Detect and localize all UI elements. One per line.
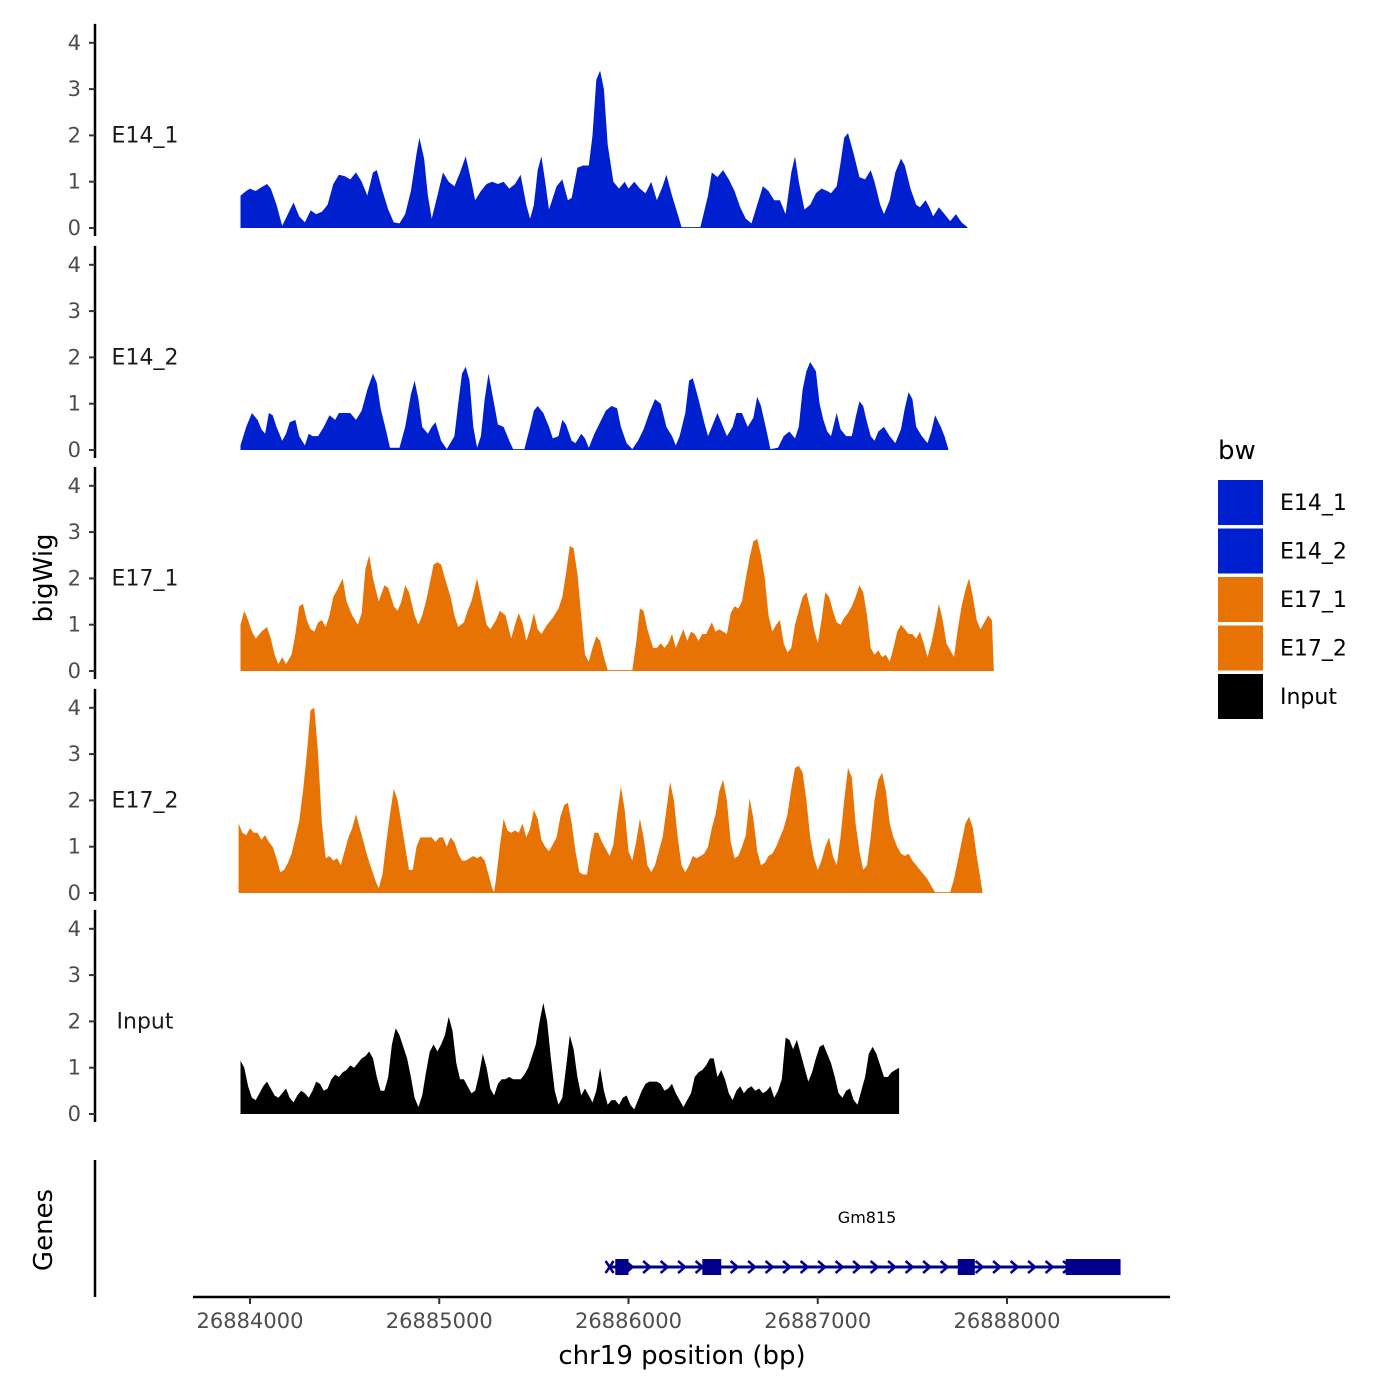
y-tick-label: 0 (68, 881, 81, 905)
y-tick-label: 3 (68, 963, 81, 987)
legend-swatch (1218, 625, 1263, 671)
y-tick-label: 4 (68, 696, 81, 720)
gene-strand-arrow (817, 1260, 827, 1274)
y-tick-label: 2 (68, 1009, 81, 1033)
legend-swatch (1218, 577, 1263, 622)
gene-strand-arrow (922, 1260, 932, 1274)
y-tick-label: 3 (68, 299, 81, 323)
y-tick-label: 1 (68, 170, 81, 194)
gene-strand-arrow (782, 1260, 792, 1274)
y-tick-label: 4 (68, 253, 81, 277)
gene-label: Gm815 (838, 1208, 897, 1227)
gene-strand-arrow (887, 1260, 897, 1274)
gene-strand-arrow (799, 1260, 810, 1274)
track-label: E14_1 (112, 123, 179, 148)
legend-label: E14_2 (1280, 540, 1347, 565)
x-tick-label: 26888000 (954, 1309, 1061, 1333)
area-E14_2 (240, 362, 949, 450)
track-E17_2: 0 1 2 3 4 E17_2 (68, 688, 983, 905)
y-axis-title: bigWig (29, 533, 59, 622)
track-E14_1: 0 1 2 3 4 E14_1 (68, 23, 968, 240)
area-E14_1 (240, 70, 968, 228)
y-tick-label: 3 (68, 742, 81, 766)
x-tick-label: 26885000 (386, 1309, 493, 1333)
y-tick-label: 3 (68, 520, 81, 544)
gene-exon (957, 1259, 975, 1275)
y-tick-label: 2 (68, 566, 81, 590)
gene-track: Gm815 (93, 1160, 1121, 1297)
y-tick-label: 3 (68, 77, 81, 101)
y-tick-label: 2 (68, 345, 81, 369)
gene-strand-arrow (869, 1260, 880, 1274)
gene-strand-arrow (1044, 1260, 1055, 1274)
legend-title: bw (1218, 436, 1256, 466)
y-tick-label: 1 (68, 835, 81, 859)
area-E17_1 (240, 539, 994, 671)
gene-strand-arrow (904, 1260, 915, 1274)
legend-label: E17_1 (1280, 588, 1347, 613)
y-tick-label: 0 (68, 1102, 81, 1126)
legend-label: Input (1280, 685, 1337, 710)
y-tick-label: 0 (68, 438, 81, 462)
y-tick-label: 0 (68, 659, 81, 683)
legend-swatch (1218, 480, 1263, 525)
y-tick-label: 2 (68, 788, 81, 812)
gene-strand-arrow (747, 1260, 757, 1274)
legend-label: E14_1 (1280, 491, 1347, 516)
y-tick-label: 4 (68, 31, 81, 55)
y-tick-label: 4 (68, 917, 81, 941)
gene-strand-arrow (677, 1260, 687, 1274)
track-label: Input (117, 1009, 174, 1034)
x-axis-title: chr19 position (bp) (558, 1341, 805, 1371)
y-tick-label: 4 (68, 474, 81, 498)
x-tick-label: 26884000 (197, 1309, 304, 1333)
y-tick-label: 2 (68, 123, 81, 147)
gene-strand-arrow (974, 1260, 985, 1274)
legend: bw E14_1 E14_2 E17_1 E17_2 Input (1218, 436, 1347, 719)
gene-strand-arrow (939, 1260, 950, 1274)
gene-strand-arrow (729, 1260, 740, 1274)
gene-strand-arrow (764, 1260, 775, 1274)
y-tick-label: 1 (68, 613, 81, 637)
gene-strand-arrow (659, 1260, 670, 1274)
genes-axis-title: Genes (29, 1189, 59, 1271)
track-label: E14_2 (112, 345, 179, 370)
x-tick-label: 26887000 (764, 1309, 871, 1333)
track-label: E17_2 (112, 788, 179, 813)
gene-strand-arrow (1009, 1260, 1020, 1274)
gene-strand-arrow (1027, 1260, 1037, 1274)
tracks-group: 0 1 2 3 4 E14_1 0 1 2 3 4 E14_2 0 1 2 3 4 E17_1 0 1 2 3 4 E17_2… (68, 23, 994, 1126)
legend-swatch (1218, 528, 1263, 574)
track-E17_1: 0 1 2 3 4 E17_1 (68, 466, 994, 683)
y-tick-label: 0 (68, 216, 81, 240)
gene-strand-arrow (852, 1260, 862, 1274)
gene-strand-arrow (834, 1260, 845, 1274)
legend-label: E17_2 (1280, 637, 1347, 662)
y-tick-label: 1 (68, 1056, 81, 1080)
gene-exon (702, 1259, 722, 1275)
gene-strand-arrow (642, 1260, 652, 1274)
x-tick-label: 26886000 (575, 1309, 682, 1333)
y-tick-label: 1 (68, 392, 81, 416)
area-Input (240, 1002, 900, 1114)
gene-strand-arrow (992, 1260, 1003, 1274)
track-Input: 0 1 2 3 4 Input (68, 909, 900, 1126)
track-label: E17_1 (112, 566, 179, 591)
track-E14_2: 0 1 2 3 4 E14_2 (68, 245, 949, 462)
legend-swatch (1218, 674, 1263, 719)
gene-exon (1065, 1259, 1121, 1275)
gene-exon (615, 1259, 629, 1275)
gene-start-mark (604, 1260, 615, 1274)
area-E17_2 (238, 707, 983, 893)
x-axis: 26884000 26885000 26886000 26887000 26888000 (193, 1295, 1170, 1333)
